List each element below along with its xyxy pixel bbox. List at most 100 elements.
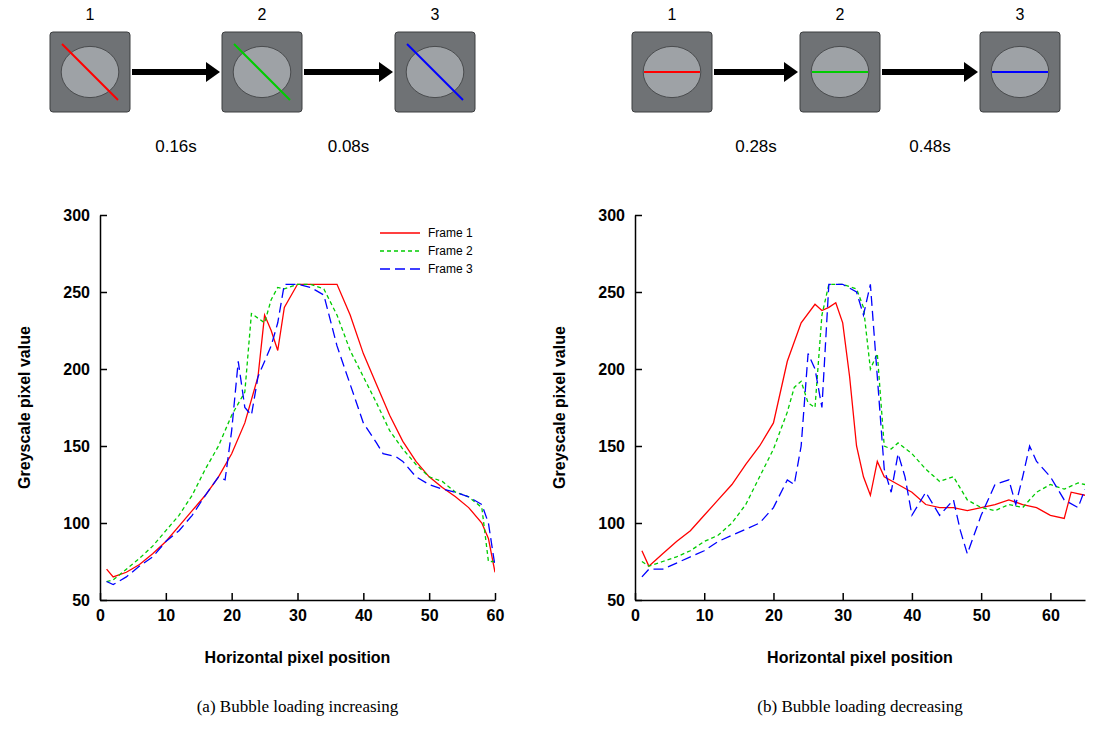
tick-mark (100, 446, 107, 448)
plot-area (107, 284, 495, 584)
series-line (107, 284, 495, 584)
y-axis-title: Greyscale pixel value (16, 326, 33, 489)
tick-label: 0 (631, 607, 640, 624)
tick-mark (100, 215, 107, 217)
tick-label: 200 (63, 361, 90, 378)
tick-label: 150 (63, 438, 90, 455)
legend: Frame 1Frame 2Frame 3 (380, 226, 473, 276)
tick-label: 60 (487, 607, 505, 624)
y-axis: 50100150200250300 (598, 207, 642, 609)
tick-mark (100, 292, 107, 294)
arrow (304, 69, 383, 75)
tick-mark (297, 593, 299, 600)
arrow (882, 69, 968, 75)
tick-label: 40 (904, 607, 922, 624)
thumbnail (632, 32, 712, 112)
profile-line (62, 44, 118, 100)
tick: 50 (72, 592, 107, 609)
tick-label: 30 (834, 607, 852, 624)
tick: 100 (63, 515, 107, 532)
tick-label: 300 (598, 207, 625, 224)
axis-line (100, 216, 102, 601)
series-line (107, 284, 495, 577)
tick: 40 (355, 593, 373, 624)
tick-mark (635, 215, 642, 217)
bubble (991, 46, 1049, 97)
panel: 10.28s20.48s3010203040506050100150200250… (551, 6, 1086, 716)
profile-line (234, 44, 290, 100)
figure: 10.16s20.08s3010203040506050100150200250… (0, 0, 1103, 756)
tick-label: 40 (355, 607, 373, 624)
interval-label: 0.28s (735, 137, 777, 156)
tick-mark (842, 593, 844, 600)
arrow-head (784, 62, 798, 82)
tick-mark (363, 593, 365, 600)
tick-mark (912, 593, 914, 600)
caption: (a) Bubble loading increasing (197, 697, 399, 716)
thumbnail (222, 32, 302, 112)
tick: 100 (598, 515, 642, 532)
tick-mark (166, 593, 168, 600)
tick-label: 20 (765, 607, 783, 624)
tick-mark (773, 593, 775, 600)
tick-mark (635, 446, 642, 448)
legend-label: Frame 3 (428, 262, 473, 276)
tick-label: 50 (973, 607, 991, 624)
tick: 200 (598, 361, 642, 378)
x-axis: 0102030405060 (96, 593, 504, 624)
x-axis: 0 10 20 30 40 50 60 (631, 593, 1085, 624)
frame-label: 2 (258, 6, 267, 23)
tick-label: 10 (157, 607, 175, 624)
tick: 50 (421, 593, 439, 624)
thumbnail-image (222, 32, 302, 112)
plot-area (642, 284, 1085, 577)
thumbnail-image (632, 32, 712, 112)
tick: 150 (598, 438, 642, 455)
frame-label: 1 (86, 6, 95, 23)
arrow-head (379, 62, 393, 82)
profile-line (992, 71, 1048, 73)
tick-label: 100 (63, 515, 90, 532)
tick-mark (981, 593, 983, 600)
tick-label: 300 (63, 207, 90, 224)
tick: 200 (63, 361, 107, 378)
thumbnail-image (395, 32, 475, 112)
tick-label: 200 (598, 361, 625, 378)
arrow-head (206, 62, 220, 82)
thumbnail-image (980, 32, 1060, 112)
profile-line (812, 71, 868, 73)
tick-mark (704, 593, 706, 600)
tick: 60 (487, 593, 505, 624)
thumbnail (980, 32, 1060, 112)
tick-label: 60 (1042, 607, 1060, 624)
caption: (b) Bubble loading decreasing (757, 697, 963, 716)
thumbnail-image (800, 32, 880, 112)
legend-label: Frame 1 (428, 226, 473, 240)
bubble (643, 46, 701, 97)
axis-line (636, 600, 1086, 602)
tick-mark (635, 523, 642, 525)
tick-label: 50 (421, 607, 439, 624)
axis-line (635, 216, 637, 601)
tick-mark (100, 600, 107, 602)
frame-label: 2 (836, 6, 845, 23)
x-axis-title: Horizontal pixel position (767, 649, 953, 666)
tick-mark (231, 593, 233, 600)
tick: 60 (1042, 593, 1060, 624)
profile-line (407, 44, 463, 100)
interval-label: 0.16s (155, 137, 197, 156)
tick-label: 30 (289, 607, 307, 624)
tick-label: 150 (598, 438, 625, 455)
tick: 30 (289, 593, 307, 624)
thumbnail-image (50, 32, 130, 112)
tick: 50 (973, 593, 991, 624)
tick: 20 (223, 593, 241, 624)
profile-line (644, 71, 700, 73)
tick-mark (635, 292, 642, 294)
tick-label: 10 (696, 607, 714, 624)
interval-label: 0.08s (328, 137, 370, 156)
tick: 10 (696, 593, 714, 624)
frame-label: 3 (1016, 6, 1025, 23)
tick-mark (429, 593, 431, 600)
arrow (714, 69, 788, 75)
